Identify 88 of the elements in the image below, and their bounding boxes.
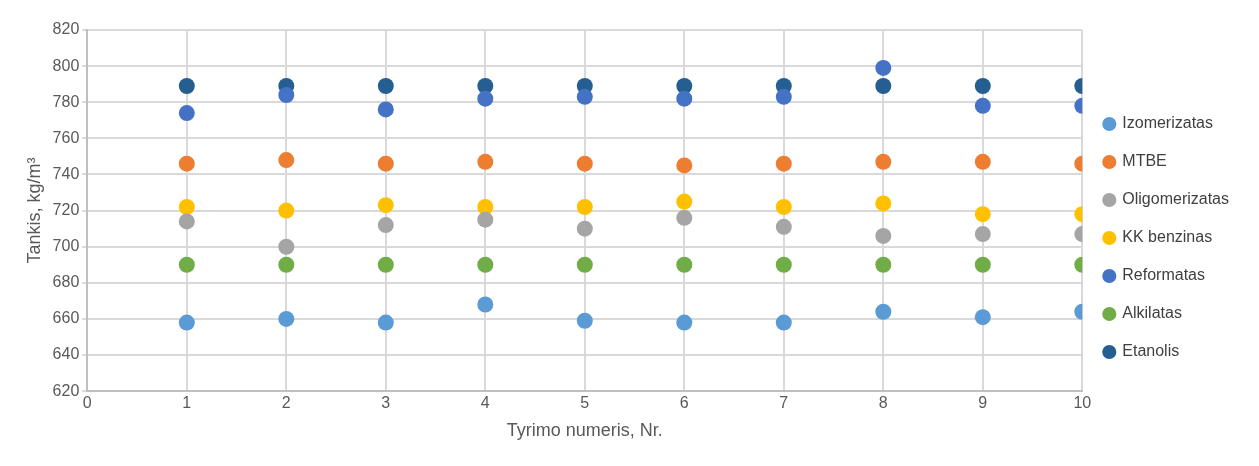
point — [775, 314, 792, 331]
point — [477, 211, 494, 228]
point — [477, 256, 494, 273]
y-tick-label: 700 — [52, 237, 80, 255]
y-tick-label: 640 — [52, 345, 80, 363]
y-tick-label: 800 — [52, 56, 80, 74]
x-tick-label: 4 — [480, 394, 490, 412]
point — [278, 310, 295, 327]
point — [576, 312, 593, 329]
point — [676, 314, 693, 331]
point — [477, 153, 494, 170]
point — [875, 195, 892, 212]
point — [974, 77, 991, 94]
legend-label: Reformatas — [1122, 266, 1205, 284]
point — [775, 88, 792, 105]
y-axis-title: Tankis, kg/m³ — [23, 157, 44, 264]
point — [974, 226, 991, 243]
point — [974, 206, 991, 223]
point — [974, 153, 991, 170]
x-tick-label: 0 — [82, 394, 92, 412]
point — [377, 101, 394, 118]
point — [178, 155, 195, 172]
point — [875, 256, 892, 273]
point — [974, 309, 991, 326]
x-tick-label: 7 — [779, 394, 789, 412]
point — [875, 303, 892, 320]
point — [974, 97, 991, 114]
point — [676, 193, 693, 210]
point — [875, 153, 892, 170]
y-tick-label: 740 — [52, 164, 80, 182]
point — [974, 256, 991, 273]
point — [278, 238, 295, 255]
point — [676, 256, 693, 273]
point — [875, 77, 892, 94]
point — [178, 256, 195, 273]
legend-label: Etanolis — [1122, 342, 1180, 360]
y-tick-label: 720 — [52, 201, 80, 219]
point — [178, 198, 195, 215]
point — [576, 88, 593, 105]
point — [377, 314, 394, 331]
point — [875, 227, 892, 244]
point — [377, 197, 394, 214]
point — [775, 198, 792, 215]
legend-label: MTBE — [1122, 152, 1167, 170]
point — [576, 256, 593, 273]
x-tick-label: 5 — [580, 394, 590, 412]
x-tick-label: 9 — [978, 394, 988, 412]
point — [576, 155, 593, 172]
x-tick-label: 1 — [182, 394, 192, 412]
y-tick-label: 820 — [52, 20, 80, 38]
legend-label: Oligomerizatas — [1122, 190, 1229, 208]
point — [278, 87, 295, 104]
legend-label: Alkilatas — [1122, 304, 1182, 322]
point — [775, 218, 792, 235]
point — [278, 152, 295, 169]
x-tick-label: 8 — [878, 394, 888, 412]
y-tick-label: 780 — [52, 92, 80, 110]
point — [278, 202, 295, 219]
legend-label: KK benzinas — [1122, 228, 1213, 246]
point — [676, 90, 693, 107]
point — [178, 77, 195, 94]
point — [775, 256, 792, 273]
x-tick-label: 6 — [679, 394, 689, 412]
y-tick-label: 660 — [52, 309, 80, 327]
point — [377, 77, 394, 94]
x-axis-title: Tyrimo numeris, Nr. — [506, 420, 663, 441]
point — [676, 157, 693, 174]
point — [278, 256, 295, 273]
y-tick-label: 760 — [52, 128, 80, 146]
point — [875, 59, 892, 76]
x-tick-label: 2 — [281, 394, 291, 412]
point — [576, 220, 593, 237]
y-tick-label: 680 — [52, 273, 80, 291]
x-tick-label: 3 — [381, 394, 391, 412]
point — [477, 90, 494, 107]
point — [178, 314, 195, 331]
x-tick-label: 10 — [1073, 394, 1092, 412]
point — [775, 155, 792, 172]
point — [178, 105, 195, 122]
point — [377, 155, 394, 172]
point — [178, 213, 195, 230]
legend-label: Izomerizatas — [1122, 114, 1213, 132]
point — [377, 217, 394, 234]
point — [676, 209, 693, 226]
y-tick-label: 620 — [52, 381, 80, 399]
point — [377, 256, 394, 273]
point — [477, 296, 494, 313]
point — [576, 198, 593, 215]
